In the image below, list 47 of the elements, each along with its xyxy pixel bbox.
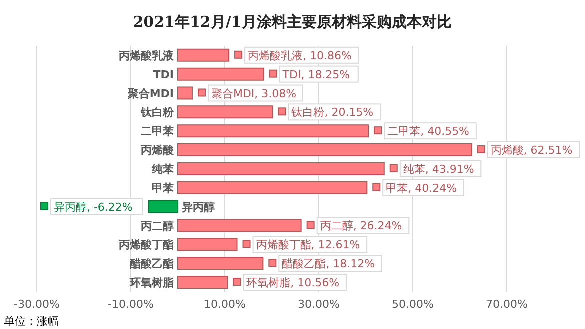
x-tick-label: 70.00% [486,298,528,311]
y-tick-label: 丙烯酸丁酯 [118,238,174,252]
y-tick-label: 纯苯 [151,163,175,176]
bar [178,238,238,252]
data-label: TDI, 18.25% [282,68,350,82]
y-tick-label: 甲苯 [152,182,175,195]
y-tick-label: 醋酸乙酯 [130,258,174,271]
bar [178,106,274,119]
data-label: 丙烯酸丁酯, 12.61% [256,238,360,252]
y-tick-label: 聚合MDI [126,87,174,100]
data-label: 钛白粉, 20.15% [290,106,374,120]
bar [178,219,302,232]
y-tick-label: TDI [153,68,174,82]
bar [178,181,368,194]
x-tick-label: -30.00% [14,298,60,311]
bar [178,86,193,100]
text: 单位：涨幅 [4,315,59,328]
data-label: 丙烯酸, 62.51% [490,144,573,158]
chart-title: 2021年12月/1月涂料主要原材料采购成本对比 [132,12,453,33]
x-tick-label: -10.00% [108,298,154,311]
data-label: 二甲苯, 40.55% [388,125,470,138]
bar [148,200,178,214]
bar [178,48,230,62]
data-label: 丙烯酸乳液, 10.86% [248,49,352,62]
x-tick-label: 10.00% [204,298,246,311]
bar [178,68,264,81]
y-tick-label: 异丙醇 [181,200,215,214]
x-tick-label: 30.00% [298,298,340,311]
bar [178,144,472,157]
data-label: 丙二醇, 26.24% [320,220,402,233]
data-label: 甲苯, 40.24% [386,182,458,195]
y-tick-label: 丙烯酸乳液 [118,49,175,62]
data-label: 聚合MDI, 3.08% [211,87,297,100]
x-tick-label: 50.00% [392,298,434,311]
y-tick-label: 二甲苯 [141,125,175,138]
data-label: 异丙醇, -6.22% [54,200,133,214]
bar [178,276,228,289]
y-tick-label: 钛白粉 [140,106,175,120]
data-label: 环氧树脂, 10.56% [246,276,340,290]
y-tick-label: 环氧树脂 [129,276,174,290]
y-tick-label: 丙二醇 [140,220,174,233]
bar [178,124,370,138]
data-label: 醋酸乙酯, 18.12% [282,258,376,271]
y-tick-label: 丙烯酸 [140,144,175,158]
bar [178,257,264,270]
data-label: 纯苯, 43.91% [403,162,474,176]
bar [178,162,385,176]
